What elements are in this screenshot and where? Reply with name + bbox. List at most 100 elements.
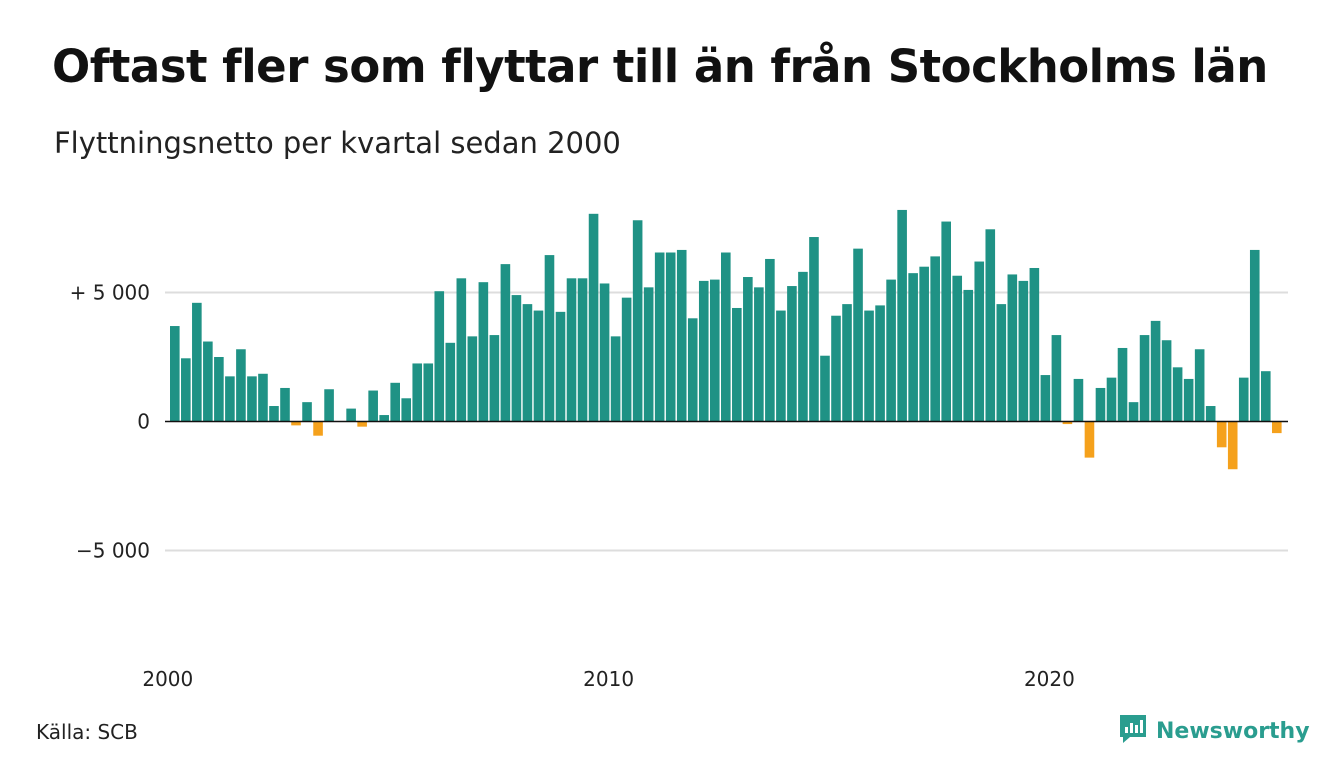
bar [1260,371,1271,422]
bar [357,421,367,427]
bar [665,252,676,422]
bar [445,342,456,422]
brand-logo: Newsworthy [1118,713,1310,749]
bar [963,289,974,422]
x-axis-labels: 2000 2010 2020 [142,667,1075,691]
bar [643,287,654,422]
bar [599,283,610,422]
bar [1018,280,1029,422]
bar [379,415,389,422]
bar [1205,406,1216,422]
bar [170,326,180,422]
bar [754,287,764,422]
bar [434,291,445,422]
bar [853,248,863,422]
bar [555,311,566,422]
bar [522,304,533,422]
bar [919,266,929,422]
bar [566,278,577,422]
bar [192,302,202,422]
bar [1161,340,1172,422]
bar [974,261,985,422]
bar [489,335,500,422]
bar [654,252,665,422]
y-axis-labels: + 5 000 0 −5 000 [70,281,150,563]
bar [886,279,896,422]
bar [820,355,830,422]
y-tick-label: 0 [137,410,150,434]
bar [721,252,731,422]
bar [423,363,434,422]
x-tick-label: 2020 [1024,667,1075,691]
bar [732,307,742,422]
bar [533,310,544,422]
bar [346,408,356,422]
bar [544,255,555,422]
bar [1194,349,1205,422]
bar [291,421,301,426]
bar [1272,421,1282,434]
bar [225,376,235,422]
bar [214,357,224,422]
bar [1073,378,1084,422]
bar [412,363,423,422]
bar [1106,377,1117,422]
bar [985,229,996,422]
bar [787,286,797,422]
bar [996,304,1007,422]
bar [577,278,588,422]
bar [743,277,753,422]
bar [632,220,643,422]
bar-chart: + 5 000 0 −5 000 2000 2010 2020 [70,209,1288,691]
bar [181,358,191,422]
bar [864,310,874,422]
bar [1029,267,1040,422]
bar [324,389,334,422]
chart-title: Oftast fler som flyttar till än från Sto… [52,40,1268,93]
bar [1117,347,1128,422]
bar [269,406,279,422]
bar [908,273,918,422]
bar [1139,335,1150,422]
bar [897,209,907,422]
bar [1249,249,1260,422]
bar [765,258,775,422]
bar [676,249,687,422]
bar [1150,320,1161,422]
bar [203,341,213,422]
bar [368,390,378,422]
chart-subtitle: Flyttningsnetto per kvartal sedan 2000 [54,126,621,160]
bar [941,221,951,422]
bar [511,295,522,422]
x-tick-label: 2000 [142,667,193,691]
bar [467,336,478,422]
bar [798,271,808,422]
bar [776,310,786,422]
bar [456,278,467,422]
bar [952,275,963,422]
bar [875,305,885,422]
bar [390,382,400,422]
bar [1062,421,1073,425]
bar [1007,274,1018,422]
bar [588,213,599,422]
y-tick-label: + 5 000 [70,281,150,305]
bar [247,376,257,422]
bar [930,256,940,422]
bar [621,297,632,422]
bar [698,280,709,422]
brand-name: Newsworthy [1156,718,1310,744]
bars [170,209,1282,470]
bar [1051,335,1062,422]
bar [313,421,323,436]
bar [302,402,312,422]
bar [1084,421,1095,458]
bar [478,282,489,422]
x-tick-label: 2010 [583,667,634,691]
bar [1238,377,1249,422]
bar [687,318,698,422]
bar [709,279,720,422]
source-note: Källa: SCB [36,720,138,744]
bar [258,373,268,422]
bar [610,336,621,422]
